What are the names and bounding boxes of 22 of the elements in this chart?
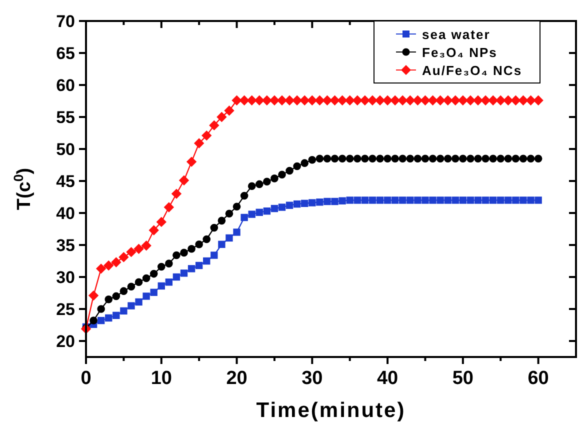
- y-tick-label: 20: [56, 332, 75, 351]
- x-tick-label: 30: [302, 368, 323, 389]
- y-tick-label: 35: [56, 236, 75, 255]
- x-tick-label: 60: [528, 368, 549, 389]
- y-tick-label: 60: [56, 76, 75, 95]
- y-tick-label: 65: [56, 44, 75, 63]
- y-tick-label: 40: [56, 204, 75, 223]
- y-tick-label: 50: [56, 140, 75, 159]
- x-tick-label: 40: [376, 368, 398, 389]
- legend-label: sea water: [422, 27, 490, 42]
- x-tick-label: 0: [80, 368, 92, 389]
- x-axis-title: Time(minute): [256, 399, 406, 422]
- x-tick-label: 50: [452, 368, 474, 389]
- y-tick-label: 45: [56, 172, 75, 191]
- y-tick-label: 30: [56, 268, 75, 287]
- x-tick-label: 20: [226, 368, 248, 389]
- legend-label: Fe₃O₄ NPs: [422, 45, 498, 60]
- y-tick-label: 55: [56, 108, 75, 127]
- x-tick-label: 10: [150, 368, 172, 389]
- y-tick-label: 25: [56, 300, 75, 319]
- legend-label: Au/Fe₃O₄ NCs: [422, 63, 522, 78]
- y-tick-label: 70: [56, 12, 75, 31]
